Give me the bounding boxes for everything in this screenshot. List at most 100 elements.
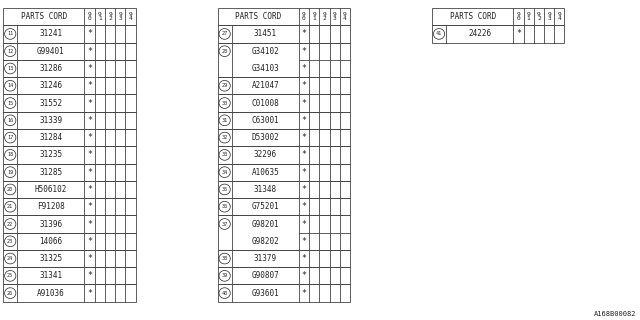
Text: *: *	[87, 64, 92, 73]
Text: *: *	[87, 202, 92, 211]
Text: *: *	[87, 168, 92, 177]
Text: C01008: C01008	[252, 99, 279, 108]
Bar	[3, 8, 136, 25]
Text: *: *	[301, 220, 307, 228]
Text: *: *	[301, 254, 307, 263]
Text: 32296: 32296	[253, 150, 277, 159]
Bar	[432, 8, 564, 25]
Text: *: *	[87, 116, 92, 125]
Text: 31341: 31341	[39, 271, 63, 280]
Text: 31235: 31235	[39, 150, 63, 159]
Bar	[218, 198, 350, 215]
Text: 12: 12	[7, 49, 13, 54]
Text: 31246: 31246	[39, 81, 63, 90]
Bar	[3, 94, 136, 112]
Text: 31286: 31286	[39, 64, 63, 73]
Text: 30: 30	[221, 100, 228, 106]
Text: *: *	[301, 271, 307, 280]
Text: 13: 13	[7, 66, 13, 71]
Bar	[3, 233, 136, 250]
Text: G99401: G99401	[37, 47, 65, 56]
Text: *: *	[87, 81, 92, 90]
Text: *: *	[87, 271, 92, 280]
Text: 9
3: 9 3	[333, 12, 337, 21]
Text: 29: 29	[221, 83, 228, 88]
Text: 9
3: 9 3	[547, 12, 551, 21]
Text: 21: 21	[7, 204, 13, 209]
Text: 39: 39	[221, 273, 228, 278]
Text: *: *	[301, 81, 307, 90]
Text: 31396: 31396	[39, 220, 63, 228]
Text: *: *	[87, 133, 92, 142]
Text: 24: 24	[7, 256, 13, 261]
Text: *: *	[301, 185, 307, 194]
Bar	[218, 25, 350, 43]
Text: *: *	[87, 29, 92, 38]
Bar	[218, 164, 350, 181]
Text: G34102: G34102	[252, 47, 279, 56]
Text: 9
0: 9 0	[302, 12, 306, 21]
Text: 15: 15	[7, 100, 13, 106]
Text: 27: 27	[221, 31, 228, 36]
Text: PARTS CORD: PARTS CORD	[20, 12, 67, 21]
Text: *: *	[87, 289, 92, 298]
Bar	[3, 250, 136, 267]
Text: 24226: 24226	[468, 29, 492, 38]
Text: 31241: 31241	[39, 29, 63, 38]
Text: 11: 11	[7, 31, 13, 36]
Text: 9
2: 9 2	[323, 12, 326, 21]
Text: 31552: 31552	[39, 99, 63, 108]
Text: 9
0: 9 0	[88, 12, 92, 21]
Text: 32: 32	[221, 135, 228, 140]
Bar	[218, 8, 350, 25]
Text: 31348: 31348	[253, 185, 277, 194]
Text: 16: 16	[7, 118, 13, 123]
Text: 20: 20	[7, 187, 13, 192]
Text: 33: 33	[221, 152, 228, 157]
Text: H506102: H506102	[35, 185, 67, 194]
Text: 9
4: 9 4	[557, 12, 561, 21]
Bar	[218, 250, 350, 267]
Text: 37: 37	[221, 221, 228, 227]
Text: *: *	[301, 150, 307, 159]
Text: 9
2: 9 2	[537, 12, 541, 21]
Text: *: *	[301, 29, 307, 38]
Text: A10635: A10635	[252, 168, 279, 177]
Text: 9
4: 9 4	[343, 12, 347, 21]
Text: G98202: G98202	[252, 237, 279, 246]
Bar	[218, 215, 350, 250]
Text: 9
1: 9 1	[312, 12, 316, 21]
Bar	[3, 60, 136, 77]
Bar	[3, 164, 136, 181]
Text: *: *	[301, 168, 307, 177]
Bar	[218, 77, 350, 94]
Text: F91208: F91208	[37, 202, 65, 211]
Bar	[218, 284, 350, 302]
Bar	[432, 25, 564, 43]
Text: *: *	[87, 185, 92, 194]
Bar	[3, 43, 136, 60]
Text: G34103: G34103	[252, 64, 279, 73]
Text: 23: 23	[7, 239, 13, 244]
Bar	[3, 146, 136, 164]
Text: *: *	[301, 116, 307, 125]
Text: *: *	[516, 29, 521, 38]
Bar	[218, 94, 350, 112]
Text: *: *	[87, 47, 92, 56]
Bar	[3, 215, 136, 233]
Text: *: *	[87, 99, 92, 108]
Text: *: *	[301, 99, 307, 108]
Text: 19: 19	[7, 170, 13, 175]
Text: 14: 14	[7, 83, 13, 88]
Text: 9
3: 9 3	[118, 12, 122, 21]
Text: 31325: 31325	[39, 254, 63, 263]
Text: D53002: D53002	[252, 133, 279, 142]
Text: A168B00082: A168B00082	[595, 311, 637, 317]
Bar	[3, 181, 136, 198]
Bar	[3, 112, 136, 129]
Text: 31284: 31284	[39, 133, 63, 142]
Bar	[3, 267, 136, 284]
Bar	[3, 25, 136, 43]
Text: *: *	[87, 150, 92, 159]
Text: 40: 40	[221, 291, 228, 296]
